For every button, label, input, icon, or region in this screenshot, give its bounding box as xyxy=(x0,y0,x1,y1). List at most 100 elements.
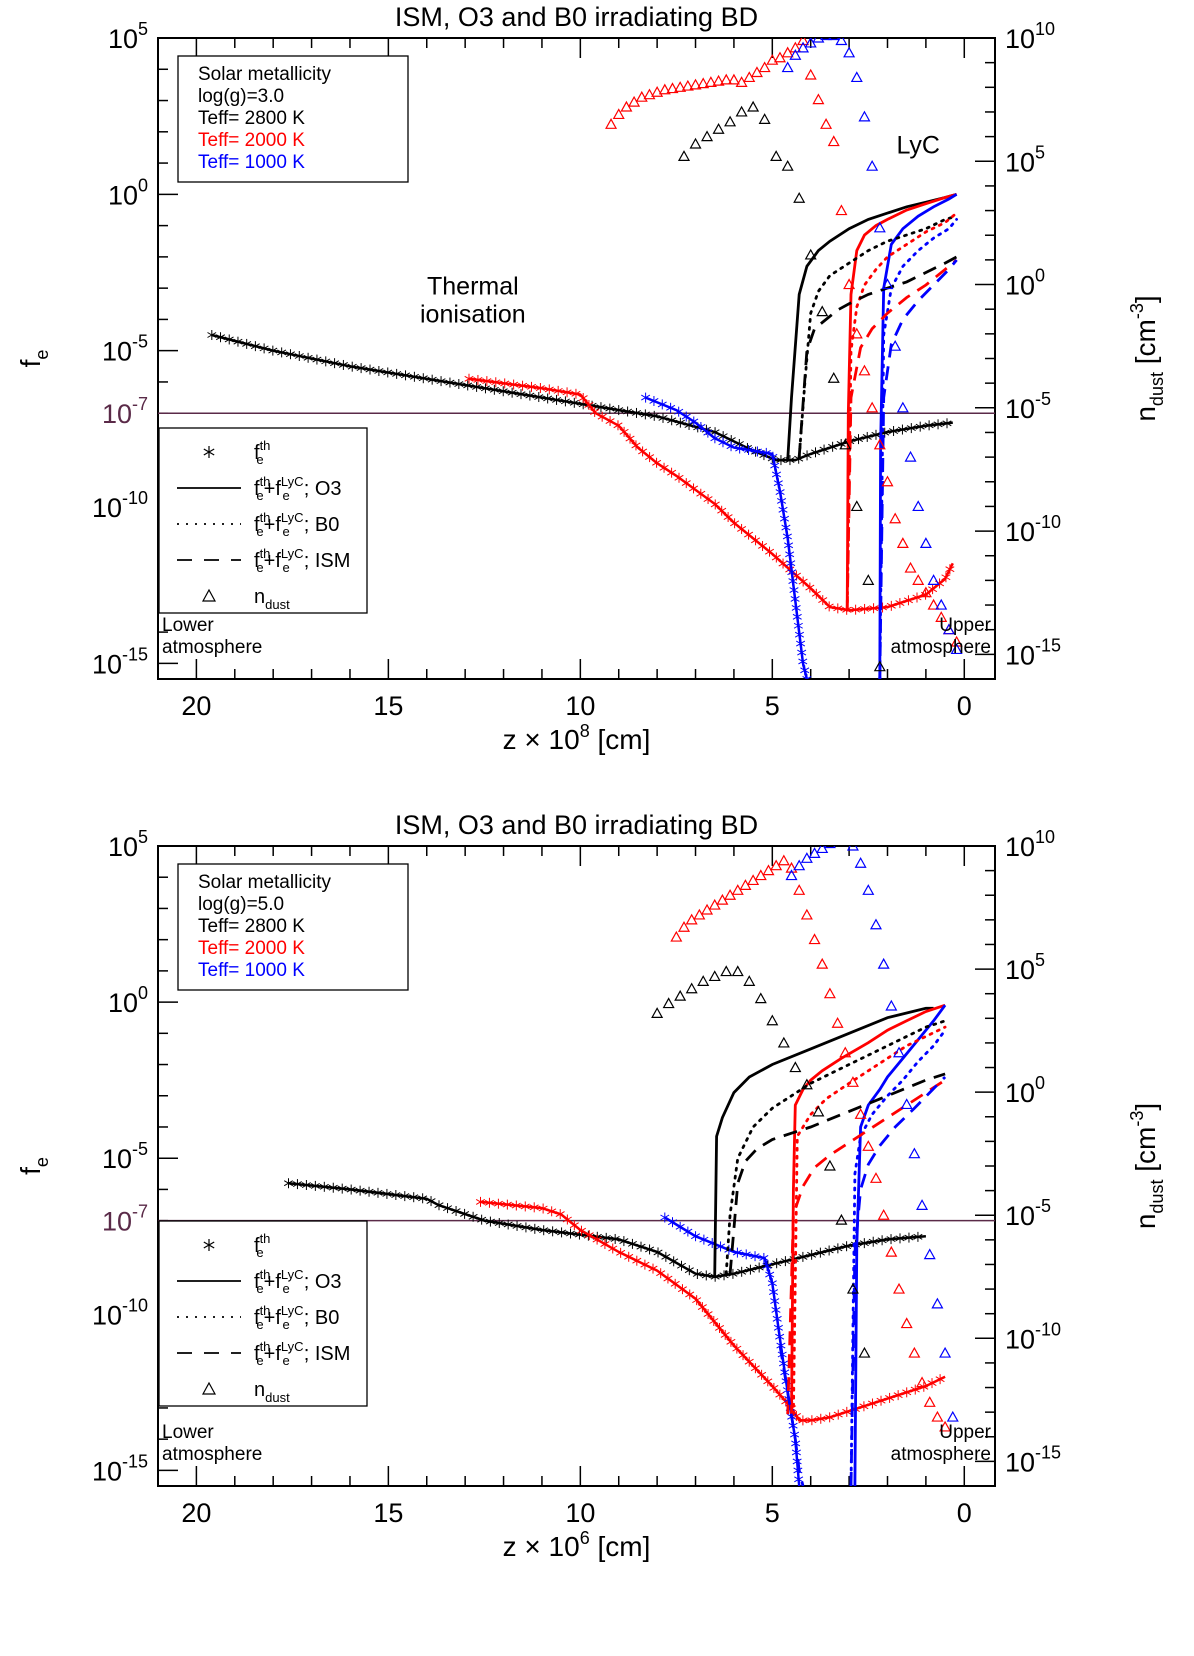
asterisk-stroke xyxy=(613,422,623,429)
fth-asterisk xyxy=(726,441,736,452)
fth-asterisk xyxy=(538,1203,548,1214)
asterisk-stroke xyxy=(862,434,872,440)
legend-label-sup2: LyC xyxy=(281,1303,304,1318)
asterisk-stroke xyxy=(935,580,945,587)
asterisk-stroke xyxy=(616,1249,626,1256)
fth-asterisk xyxy=(793,620,803,631)
asterisk-stroke xyxy=(638,448,648,455)
asterisk-stroke xyxy=(203,1241,215,1249)
asterisk-stroke xyxy=(330,360,340,367)
asterisk-stroke xyxy=(750,1253,760,1260)
fth-asterisk xyxy=(356,363,366,374)
legend-label-plus: +f xyxy=(264,550,282,572)
legend-label-main: n xyxy=(254,1379,265,1401)
fth-asterisk xyxy=(321,356,331,367)
asterisk-stroke xyxy=(886,602,896,609)
fth-asterisk xyxy=(757,540,768,551)
asterisk-stroke xyxy=(601,1234,611,1241)
y2-tick-exp: 10 xyxy=(1035,827,1055,847)
asterisk-stroke xyxy=(292,1181,303,1188)
asterisk-stroke xyxy=(667,417,677,424)
dust-point xyxy=(840,836,850,845)
y-tick-base: 10 xyxy=(92,1456,122,1486)
asterisk-stroke xyxy=(811,590,821,597)
fth-asterisk xyxy=(715,1241,726,1252)
fth-asterisk xyxy=(778,504,788,515)
fth-asterisk xyxy=(475,1196,486,1207)
asterisk-stroke xyxy=(460,1210,470,1217)
fth-asterisk xyxy=(463,380,473,391)
fth-asterisk xyxy=(547,1206,557,1217)
y-tick-base: 10 xyxy=(108,832,138,862)
fth-asterisk xyxy=(338,359,348,370)
y-tick-exp: 0 xyxy=(138,175,148,195)
asterisk-stroke xyxy=(720,1331,730,1338)
dust-point xyxy=(908,1346,921,1358)
fth-asterisk xyxy=(576,1225,587,1236)
legend-label-sup2: LyC xyxy=(281,474,304,489)
fth-asterisk xyxy=(798,1415,808,1426)
legend-label-sub2: e xyxy=(283,1317,290,1332)
asterisk-stroke xyxy=(775,489,785,495)
lower-atmosphere-label: Lower xyxy=(162,1422,214,1443)
dust-point xyxy=(950,635,963,647)
fth-asterisk xyxy=(285,349,296,360)
y-tick-base: 10 xyxy=(108,24,138,54)
fth-asterisk xyxy=(701,1270,711,1281)
dust-point xyxy=(904,561,917,573)
fth-asterisk xyxy=(489,384,499,395)
dust-point xyxy=(877,957,890,969)
fth-asterisk xyxy=(477,1214,487,1225)
legend-label-sub: dust xyxy=(265,1390,290,1405)
info-box xyxy=(177,863,409,991)
fth-asterisk xyxy=(601,1232,611,1243)
legend-label-sub: e xyxy=(256,1317,263,1332)
fth-asterisk xyxy=(897,424,907,435)
asterisk-stroke xyxy=(941,574,951,581)
fth-asterisk xyxy=(690,1231,701,1242)
asterisk-stroke xyxy=(768,1289,779,1296)
fth-asterisk xyxy=(660,1212,670,1223)
dust-point xyxy=(793,859,806,871)
y-label-sub: e xyxy=(32,1157,52,1167)
asterisk-stroke xyxy=(454,381,464,387)
x-axis-label: z × 106 [cm] xyxy=(503,1528,651,1562)
fth-asterisk xyxy=(935,1374,945,1385)
asterisk-stroke xyxy=(699,1236,709,1243)
asterisk-stroke xyxy=(794,455,804,462)
dust-point xyxy=(827,371,840,383)
asterisk-stroke xyxy=(321,358,331,365)
fth-asterisk xyxy=(557,1227,567,1238)
asterisk-stroke xyxy=(653,1249,663,1256)
dust-point xyxy=(939,1420,952,1432)
fth-asterisk xyxy=(482,376,492,387)
asterisk-stroke xyxy=(674,408,684,415)
series-o3-line xyxy=(845,192,957,611)
fth-asterisk xyxy=(468,1211,478,1222)
asterisk-stroke xyxy=(468,1213,478,1220)
fth-asterisk xyxy=(409,371,419,382)
asterisk-stroke xyxy=(477,1216,487,1223)
asterisk-stroke xyxy=(765,1271,775,1278)
y-tick-exp: 5 xyxy=(138,19,148,39)
asterisk-stroke xyxy=(779,515,790,522)
asterisk-stroke xyxy=(485,1218,495,1225)
series-ism-line xyxy=(845,258,958,611)
y-tick-exp: -10 xyxy=(122,488,148,508)
x-tick-label: 15 xyxy=(373,1498,403,1528)
asterisk-stroke xyxy=(310,1182,320,1189)
fth-asterisk xyxy=(215,332,226,343)
fth-asterisk xyxy=(805,582,815,593)
dust-point xyxy=(858,1346,871,1358)
fth-asterisk xyxy=(945,564,955,575)
fth-asterisk xyxy=(833,603,843,614)
fth-asterisk xyxy=(851,604,861,615)
asterisk-stroke xyxy=(364,1188,374,1195)
asterisk-stroke xyxy=(658,414,668,421)
series-guide xyxy=(289,1183,926,1277)
series-guide xyxy=(481,1202,946,1421)
asterisk-stroke xyxy=(775,1391,785,1398)
dust-point xyxy=(839,438,852,450)
lower-atmosphere-label: atmosphere xyxy=(162,1444,262,1465)
